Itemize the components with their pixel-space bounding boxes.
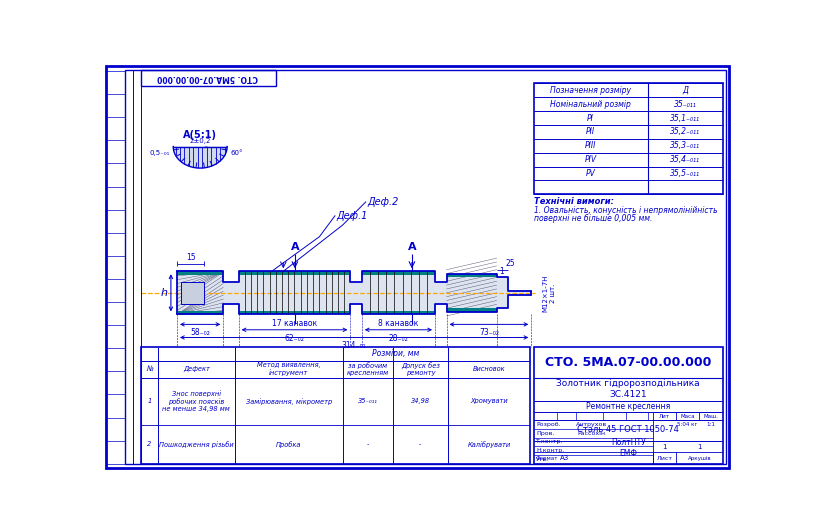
Text: -: -	[367, 441, 369, 447]
Text: 1: 1	[499, 267, 504, 276]
Text: А3: А3	[560, 455, 569, 461]
Text: Номінальний розмір: Номінальний розмір	[550, 100, 631, 109]
Text: ПолтНТУ
ЕМФ: ПолтНТУ ЕМФ	[611, 438, 645, 458]
Text: СТО. 5МА.07-00.00.000: СТО. 5МА.07-00.00.000	[157, 73, 258, 82]
Text: 8 канавок: 8 канавок	[378, 319, 419, 328]
Text: Аркушів: Аркушів	[688, 456, 711, 461]
Text: 35,3₋₀₁₁: 35,3₋₀₁₁	[670, 142, 700, 150]
Text: 1. Овальність, конусність і непрямолінійність: 1. Овальність, конусність і непрямоліній…	[534, 206, 717, 215]
Text: 35,5₋₀₁₁: 35,5₋₀₁₁	[670, 169, 700, 178]
Text: Лист: Лист	[656, 456, 672, 461]
Bar	[177, 310, 223, 314]
Text: 58₋₀₂: 58₋₀₂	[190, 328, 210, 337]
Text: Позначення розміру: Позначення розміру	[550, 86, 631, 95]
Text: РV: РV	[586, 169, 596, 178]
Text: 15: 15	[186, 253, 196, 262]
Text: 35,4₋₀₁₁: 35,4₋₀₁₁	[670, 155, 700, 164]
Bar	[447, 308, 496, 312]
Text: 35,1₋₀₁₁: 35,1₋₀₁₁	[670, 114, 700, 122]
Text: Деф.2: Деф.2	[368, 197, 399, 207]
Polygon shape	[174, 146, 227, 168]
Text: Знос поверхні
робочих поясків
не менше 34,98 мм: Знос поверхні робочих поясків не менше 3…	[162, 390, 230, 412]
Bar	[141, 70, 275, 87]
Text: 1: 1	[663, 444, 667, 450]
Text: 17 канавок: 17 канавок	[272, 319, 317, 328]
Text: Т.контр.: Т.контр.	[536, 439, 563, 445]
Text: Рассохін: Рассохін	[577, 431, 606, 436]
Text: 2 шт.: 2 шт.	[550, 283, 556, 303]
Text: 34,98: 34,98	[411, 398, 430, 404]
Text: 1:1: 1:1	[707, 422, 716, 427]
Bar	[181, 282, 204, 304]
Text: Золотник гідророзподільника
ЗС.4121: Золотник гідророзподільника ЗС.4121	[557, 380, 700, 399]
Text: 62₋₀₂: 62₋₀₂	[284, 334, 305, 343]
Bar	[141, 347, 530, 464]
Text: Метод виявлення,
інструмент: Метод виявлення, інструмент	[257, 362, 320, 376]
Text: РIII: РIII	[585, 142, 597, 150]
Text: Пробка: Пробка	[276, 441, 302, 448]
Text: Антрухов: Антрухов	[575, 422, 607, 427]
Text: СТО. 5МА.07-00.00.000: СТО. 5МА.07-00.00.000	[545, 356, 711, 369]
Text: за робочим
кресленням: за робочим кресленням	[346, 362, 389, 376]
Text: Ремонтне креслення: Ремонтне креслення	[586, 402, 671, 411]
Bar	[239, 271, 350, 275]
Text: Формат: Формат	[536, 456, 558, 461]
Text: РIV: РIV	[584, 155, 597, 164]
Bar	[177, 271, 223, 275]
Text: 1: 1	[148, 398, 152, 404]
Text: 314₋₀₁: 314₋₀₁	[341, 341, 367, 351]
Text: поверхні не більше 0,005 мм.: поверхні не більше 0,005 мм.	[534, 213, 652, 222]
Text: Утв.: Утв.	[536, 457, 549, 462]
Text: Розроб.: Розроб.	[536, 422, 561, 427]
Text: 25: 25	[505, 259, 515, 268]
Text: 28₋₀₂: 28₋₀₂	[389, 334, 408, 343]
Text: Лит: Лит	[659, 413, 670, 419]
Text: А: А	[408, 242, 416, 252]
Text: 5:04 кг: 5:04 кг	[677, 422, 698, 427]
Polygon shape	[177, 271, 531, 314]
Text: Висновок: Висновок	[473, 366, 505, 372]
Text: Н.контр.: Н.контр.	[536, 448, 564, 453]
Text: РI: РI	[587, 114, 594, 122]
Text: 2: 2	[148, 441, 152, 447]
Text: 0,5₋₀₁: 0,5₋₀₁	[149, 149, 170, 156]
Text: Сталь 45 ГОСТ 1050-74: Сталь 45 ГОСТ 1050-74	[577, 425, 679, 433]
Text: 2±0,2: 2±0,2	[189, 138, 211, 144]
Text: 1: 1	[698, 444, 702, 450]
Text: Замірювання, мікрометр: Замірювання, мікрометр	[245, 398, 332, 404]
Text: Калібрувати: Калібрувати	[467, 441, 510, 448]
Text: А(5:1): А(5:1)	[183, 130, 217, 140]
Text: Технічні вимоги:: Технічні вимоги:	[534, 196, 614, 205]
Text: Д: Д	[682, 86, 688, 95]
Text: 35₋₀₁₁: 35₋₀₁₁	[674, 100, 697, 109]
Bar	[447, 274, 496, 277]
Text: Пров.: Пров.	[536, 431, 554, 436]
Text: РII: РII	[586, 127, 595, 136]
Bar	[362, 271, 435, 275]
Text: Допуск без
ремонту: Допуск без ремонту	[401, 362, 440, 376]
Text: А: А	[291, 242, 299, 252]
Text: №: №	[146, 366, 152, 372]
Text: 35,2₋₀₁₁: 35,2₋₀₁₁	[670, 127, 700, 136]
Text: -: -	[419, 441, 421, 447]
Text: 35₋₀₁₁: 35₋₀₁₁	[358, 398, 377, 404]
Text: h: h	[161, 288, 168, 298]
Text: Деф.1: Деф.1	[337, 211, 368, 221]
Text: Маса: Маса	[681, 413, 695, 419]
Text: Пошкодження різьби: Пошкодження різьби	[159, 441, 234, 448]
Bar	[534, 83, 723, 194]
Text: Маш.: Маш.	[703, 413, 719, 419]
Bar	[362, 310, 435, 314]
Text: Дефект: Дефект	[183, 366, 209, 372]
Bar	[239, 310, 350, 314]
Bar	[534, 347, 723, 464]
Text: 73₋₀₂: 73₋₀₂	[479, 328, 499, 337]
Text: 60°: 60°	[231, 150, 244, 156]
Text: Хромувати: Хромувати	[470, 398, 508, 404]
Text: M12×1-7H: M12×1-7H	[542, 274, 548, 312]
Text: Розміри, мм: Розміри, мм	[372, 349, 419, 358]
